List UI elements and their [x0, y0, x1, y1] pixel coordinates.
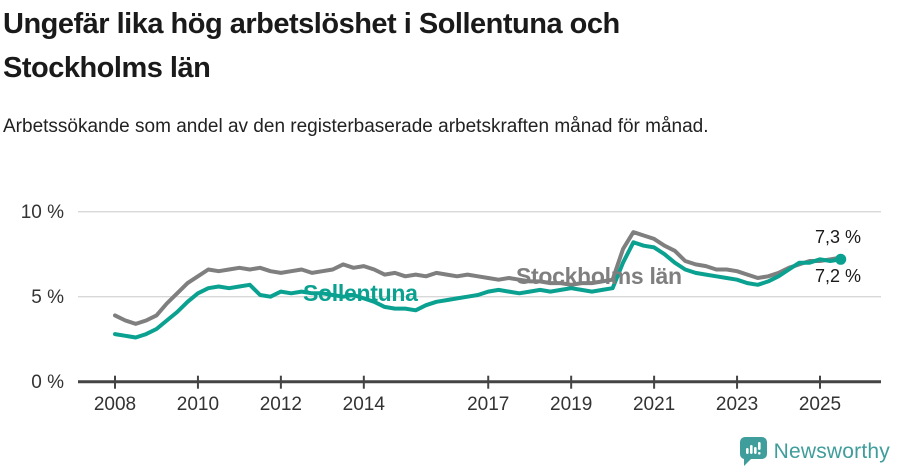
chart-subtitle: Arbetssökande som andel av den registerb…: [3, 116, 709, 137]
line-chart: 2008 2010 2012 2014 2017 2019 2021 2023 2025 0 % 5…: [0, 195, 900, 430]
newsworthy-wordmark: Newsworthy: [773, 439, 890, 463]
newsworthy-logo: Newsworthy: [739, 437, 890, 466]
y-tick-label: 0 %: [31, 372, 64, 393]
series-label-stockholms-lan: Stockholms län: [516, 263, 682, 289]
x-tick-label: 2019: [550, 394, 592, 415]
series-line-1: [113, 240, 843, 340]
end-value-label-sollentuna: 7,2 %: [815, 266, 862, 286]
series-line-0: [113, 230, 843, 326]
y-tick-label: 5 %: [31, 287, 64, 308]
x-tick-label: 2025: [799, 394, 841, 415]
page-title: Ungefär lika hög arbetslöshet i Sollentu…: [3, 8, 620, 85]
y-tick-label: 10 %: [21, 202, 64, 223]
x-tick-label: 2010: [177, 394, 219, 415]
x-tick-label: 2023: [716, 394, 758, 415]
x-tick-label: 2012: [260, 394, 302, 415]
end-value-label-stockholms-lan: 7,3 %: [815, 227, 862, 247]
x-tick-label: 2021: [633, 394, 675, 415]
x-tick-label: 2014: [343, 394, 386, 415]
series-label-sollentuna: Sollentuna: [303, 280, 418, 306]
latest-value-dot: [835, 253, 847, 265]
x-tick-label: 2008: [94, 394, 136, 415]
chart-bubble-icon: [739, 437, 767, 466]
x-tick-label: 2017: [467, 394, 509, 415]
chart-canvas: 2008 2010 2012 2014 2017 2019 2021 2023 2025 0 % 5…: [21, 202, 881, 415]
